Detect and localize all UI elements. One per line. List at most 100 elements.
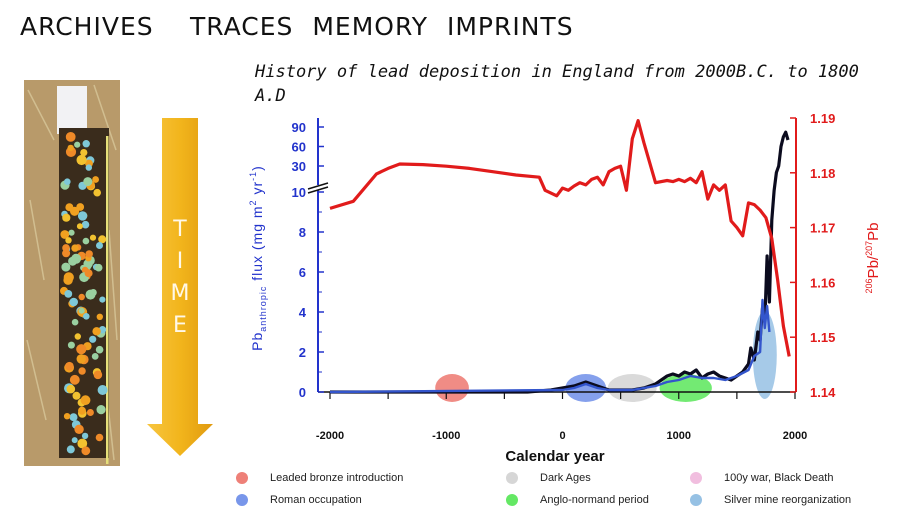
core-sample-dot	[76, 344, 87, 355]
right-tick-label: 1.14	[810, 385, 836, 400]
core-sample-dot	[89, 289, 97, 296]
right-tick-label: 1.16	[810, 275, 835, 290]
core-sample-dot	[78, 307, 85, 314]
core-sample-dot	[63, 413, 71, 420]
core-sample-dot	[77, 438, 88, 449]
core-sample-dot	[81, 432, 89, 440]
x-tick-label: 1000	[667, 430, 691, 442]
core-sample-dot	[85, 164, 92, 171]
core-sample-dot	[66, 384, 76, 394]
period-ellipse	[435, 374, 469, 402]
core-sample-dot	[91, 353, 99, 360]
core-sample-dot	[69, 413, 78, 422]
chart-title: History of lead deposition in England fr…	[255, 62, 859, 106]
core-sample-dot	[60, 230, 70, 239]
core-sample-dot	[67, 144, 74, 152]
core-sample-dot	[83, 177, 93, 187]
core-sample-dot	[81, 220, 90, 229]
core-sample-dot	[64, 290, 73, 298]
right-axis-label: 206Pb/207Pb	[864, 223, 882, 294]
core-sample-dot	[72, 391, 81, 400]
core-sample-dot	[63, 275, 73, 285]
core-sample-dot	[97, 385, 108, 395]
time-letter: I	[177, 249, 184, 274]
legend-label: 100y war, Black Death	[724, 472, 834, 484]
core-sample-dot	[80, 395, 91, 406]
core-sample-dot	[81, 446, 91, 456]
core-sample-dot	[93, 188, 101, 197]
core-sample-dot	[89, 234, 97, 241]
right-tick-label: 1.19	[810, 111, 835, 126]
core-sample-dot	[99, 296, 106, 303]
core-sample-dot	[82, 140, 90, 148]
legend-label: Roman occupation	[270, 494, 362, 506]
legend-label: Anglo-normand period	[540, 494, 649, 506]
legend-item: Leaded bronze introduction	[236, 472, 403, 484]
x-tick-label: 2000	[783, 430, 807, 442]
legend-swatch	[690, 472, 702, 484]
core-sample-dot	[96, 313, 104, 320]
core-sample-dot	[96, 405, 106, 415]
core-sample-dot	[65, 237, 72, 244]
left-tick-label: 4	[299, 305, 307, 320]
chart-series	[329, 119, 791, 394]
core-sample-dot	[68, 229, 75, 236]
core-sample-dot	[66, 445, 75, 454]
core-sample-dot	[76, 354, 86, 364]
left-tick-label: 0	[299, 385, 306, 400]
core-sample-dot	[74, 333, 81, 340]
core-sample-dot	[62, 213, 71, 222]
legend-label: Dark Ages	[540, 472, 591, 484]
core-sample-dot	[69, 297, 78, 307]
core-sample-dot	[78, 367, 86, 375]
core-sample-dot	[84, 269, 93, 278]
core-sample-dot	[61, 262, 71, 272]
core-sample-dot	[69, 374, 80, 385]
core-sample-dot	[76, 223, 83, 230]
x-tick-label: -2000	[316, 430, 344, 442]
core-sample-dot	[64, 178, 71, 185]
right-tick-label: 1.18	[810, 166, 835, 181]
core-sample-dot	[92, 327, 101, 336]
x-axis-label: Calendar year	[505, 448, 604, 465]
isotope-ratio-line	[329, 119, 791, 357]
core-sample-dot	[76, 154, 87, 166]
x-tick-label: 0	[559, 430, 565, 442]
core-sample-dot	[82, 237, 90, 245]
core-sample-dot	[67, 341, 75, 349]
core-sample-dot	[77, 211, 88, 221]
core-sample-dot	[78, 406, 86, 415]
left-tick-label: 8	[299, 225, 306, 240]
core-sample-dot	[78, 293, 85, 301]
core-sample-dot	[71, 318, 79, 326]
left-tick-label: 90	[292, 120, 306, 135]
soil-core-photo	[24, 80, 120, 466]
time-letter: E	[173, 313, 187, 338]
period-ellipse	[565, 374, 607, 402]
left-axis-label: Pbanthropic flux (mg m2 yr-1)	[248, 165, 268, 351]
core-sample-dot	[74, 141, 81, 148]
time-arrow-icon: T I M E	[147, 118, 213, 456]
right-tick-label: 1.17	[810, 221, 835, 236]
legend-item: Anglo-normand period	[506, 494, 649, 506]
archives-heading: ARCHIVES	[20, 12, 154, 41]
core-sample-dot	[71, 253, 82, 264]
core-sample-dot	[96, 242, 103, 249]
core-sample-dot	[65, 132, 76, 142]
core-sample-dot	[65, 361, 74, 371]
time-letter: T	[172, 217, 187, 242]
core-sample-dot	[86, 409, 94, 416]
legend-item: Silver mine reorganization	[690, 494, 851, 506]
legend-label: Leaded bronze introduction	[270, 472, 404, 484]
core-sample-dot	[80, 149, 88, 157]
core-sample-dot	[62, 249, 71, 258]
legend-swatch	[236, 494, 248, 506]
left-tick-label: 6	[299, 265, 306, 280]
axis-break-marker	[307, 182, 329, 194]
lead-flux-secondary-line	[329, 298, 771, 394]
core-sample-dot	[74, 424, 84, 434]
core-sample-dot	[93, 370, 103, 380]
core-sample-dot	[76, 203, 85, 211]
legend-swatch	[506, 472, 518, 484]
